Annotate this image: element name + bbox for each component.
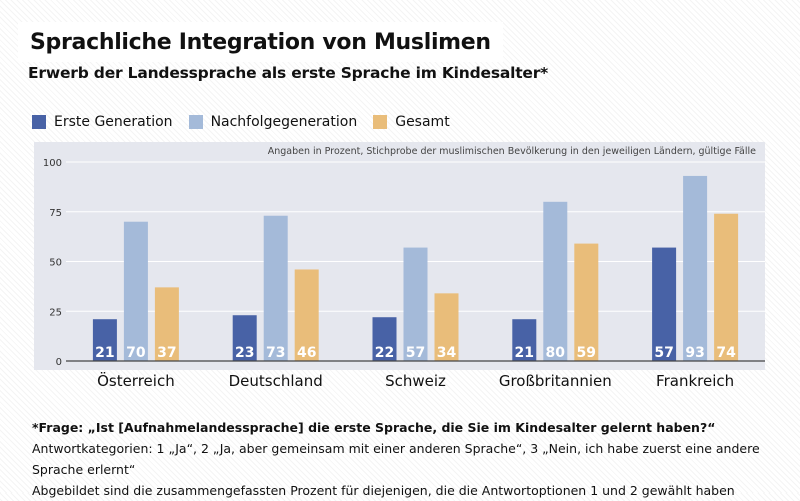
bar xyxy=(294,269,319,361)
y-tick-label: 100 xyxy=(43,158,62,169)
legend-label: Erste Generation xyxy=(54,114,173,130)
data-label: 80 xyxy=(546,345,566,361)
y-tick-label: 75 xyxy=(49,208,62,219)
footnotes: *Frage: „Ist [Aufnahmelandessprache] die… xyxy=(32,417,800,501)
legend-swatch xyxy=(373,115,388,129)
legend-label: Nachfolgegeneration xyxy=(210,114,358,130)
legend-swatch xyxy=(32,115,46,129)
data-label: 57 xyxy=(406,345,425,361)
legend-item-gesamt: Gesamt xyxy=(373,114,450,130)
chart-title: Sprachliche Integration von Muslimen xyxy=(30,29,491,55)
bar xyxy=(372,317,397,361)
chart-subtitle: Erwerb der Landessprache als erste Sprac… xyxy=(28,64,549,82)
bar xyxy=(652,247,677,361)
data-label: 34 xyxy=(437,345,457,361)
x-category-label: Großbritannien xyxy=(499,372,612,390)
legend-label: Gesamt xyxy=(395,114,450,130)
x-category-label: Schweiz xyxy=(385,372,446,390)
bar xyxy=(154,287,179,361)
data-label: 59 xyxy=(577,345,596,361)
x-category-label: Deutschland xyxy=(229,372,323,390)
bar xyxy=(123,221,148,361)
footnote-shown: Abgebildet sind die zusammengefassten Pr… xyxy=(32,483,735,498)
data-label: 93 xyxy=(685,345,704,361)
bar xyxy=(232,315,257,361)
bar xyxy=(92,319,117,361)
data-label: 74 xyxy=(716,345,736,361)
bar xyxy=(683,175,708,361)
legend-item-erste-generation: Erste Generation xyxy=(32,114,173,130)
x-category-label: Frankreich xyxy=(656,372,734,390)
data-label: 70 xyxy=(126,345,146,361)
bar xyxy=(714,213,739,361)
legend-swatch xyxy=(188,115,203,129)
bar xyxy=(263,215,288,361)
x-category-label: Österreich xyxy=(97,371,175,390)
data-label: 21 xyxy=(515,345,534,361)
legend-item-nachfolgegeneration: Nachfolgegeneration xyxy=(188,114,358,130)
data-label: 23 xyxy=(235,345,254,361)
title-box: Sprachliche Integration von Muslimen xyxy=(18,22,503,62)
legend: Erste Generation Nachfolgegeneration Ges… xyxy=(32,114,466,130)
bar xyxy=(574,243,599,361)
y-tick-label: 0 xyxy=(56,357,62,368)
footnote-question: *Frage: „Ist [Aufnahmelandessprache] die… xyxy=(32,420,716,435)
data-label: 73 xyxy=(266,345,285,361)
data-label: 57 xyxy=(654,345,673,361)
chart-note: Angaben in Prozent, Stichprobe der musli… xyxy=(267,146,756,157)
data-label: 21 xyxy=(95,345,114,361)
data-label: 22 xyxy=(375,345,394,361)
bar xyxy=(434,293,459,361)
footnote-categories: Antwortkategorien: 1 „Ja“, 2 „Ja, aber g… xyxy=(32,441,760,477)
y-tick-label: 50 xyxy=(49,258,62,269)
bar xyxy=(512,319,537,361)
bar xyxy=(543,201,568,361)
bar xyxy=(403,247,428,361)
data-label: 37 xyxy=(157,345,176,361)
y-tick-label: 25 xyxy=(49,307,62,318)
data-label: 46 xyxy=(297,345,316,361)
